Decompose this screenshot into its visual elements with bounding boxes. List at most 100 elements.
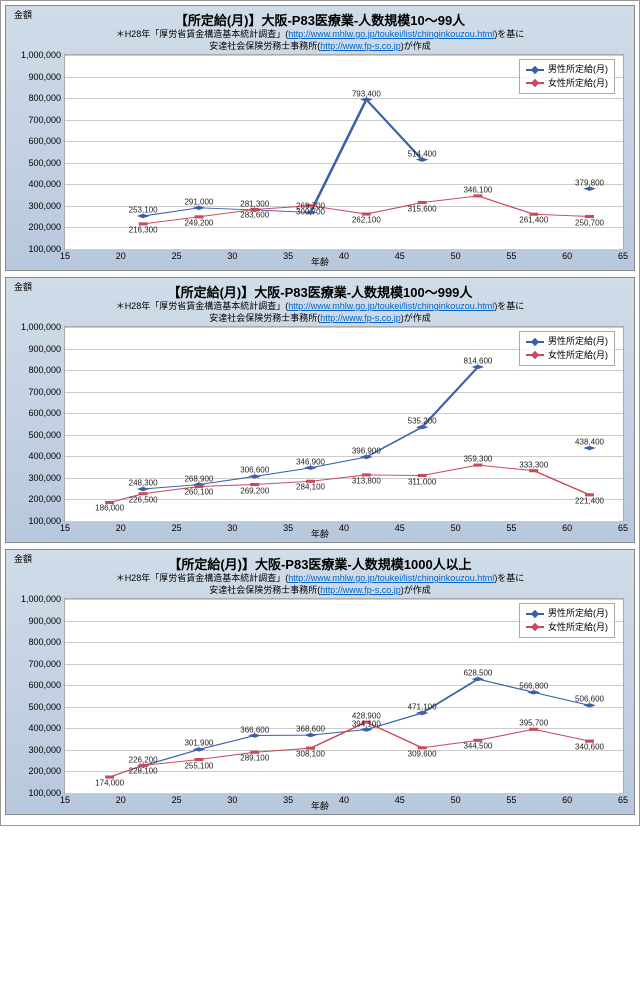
data-label: 186,000 [95, 504, 124, 513]
x-tick: 35 [283, 523, 293, 533]
chart-0: 金額 【所定給(月)】大阪-P83医療業-人数規模10～99人 ＊H28年「厚労… [5, 5, 635, 271]
data-label: 261,400 [519, 216, 548, 225]
y-tick: 200,000 [28, 494, 61, 504]
legend-marker [526, 341, 544, 343]
y-tick: 700,000 [28, 387, 61, 397]
y-tick: 300,000 [28, 745, 61, 755]
x-tick: 45 [395, 523, 405, 533]
y-axis-label: 金額 [14, 552, 32, 565]
y-tick: 400,000 [28, 723, 61, 733]
y-tick: 600,000 [28, 408, 61, 418]
plot-area: 男性所定給(月)女性所定給(月)100,000200,000300,000400… [64, 54, 624, 250]
legend-item: 男性所定給(月) [526, 63, 608, 77]
y-tick: 1,000,000 [21, 322, 61, 332]
data-label: 308,100 [296, 750, 325, 759]
data-label: 428,900 [352, 712, 381, 721]
y-tick: 300,000 [28, 473, 61, 483]
author-link[interactable]: http://www.fp-s.co.jp [320, 313, 401, 323]
data-label: 301,900 [184, 739, 213, 748]
data-label: 248,300 [129, 479, 158, 488]
data-label: 268,900 [184, 474, 213, 483]
legend-marker [526, 82, 544, 84]
plot-area: 男性所定給(月)女性所定給(月)100,000200,000300,000400… [64, 326, 624, 522]
legend-marker [526, 613, 544, 615]
y-tick: 200,000 [28, 766, 61, 776]
x-tick: 40 [339, 523, 349, 533]
y-tick: 400,000 [28, 451, 61, 461]
x-axis-label: 年齢 [311, 799, 329, 812]
chart-note: ＊H28年「厚労省賃金構造基本統計調査」(http://www.mhlw.go.… [6, 301, 634, 324]
legend-label: 男性所定給(月) [548, 607, 608, 621]
x-tick: 35 [283, 795, 293, 805]
y-tick: 100,000 [28, 788, 61, 798]
x-tick: 15 [60, 795, 70, 805]
data-label: 226,500 [129, 495, 158, 504]
data-label: 514,400 [408, 149, 437, 158]
x-tick: 30 [227, 523, 237, 533]
source-link[interactable]: http://www.mhlw.go.jp/toukei/list/chingi… [288, 301, 494, 311]
y-tick: 200,000 [28, 222, 61, 232]
legend: 男性所定給(月)女性所定給(月) [519, 603, 615, 638]
y-tick: 800,000 [28, 365, 61, 375]
x-tick: 65 [618, 523, 628, 533]
x-tick: 65 [618, 251, 628, 261]
x-tick: 25 [172, 251, 182, 261]
x-tick: 30 [227, 795, 237, 805]
data-label: 793,400 [352, 89, 381, 98]
data-label: 313,800 [352, 476, 381, 485]
legend-item: 女性所定給(月) [526, 621, 608, 635]
legend-label: 男性所定給(月) [548, 335, 608, 349]
x-tick: 65 [618, 795, 628, 805]
data-label: 471,100 [408, 703, 437, 712]
chart-title: 【所定給(月)】大阪-P83医療業-人数規模1000人以上 [6, 550, 634, 573]
legend-label: 女性所定給(月) [548, 621, 608, 635]
y-tick: 400,000 [28, 179, 61, 189]
author-link[interactable]: http://www.fp-s.co.jp [320, 585, 401, 595]
data-label: 250,700 [575, 218, 604, 227]
x-tick: 60 [562, 523, 572, 533]
data-label: 814,600 [463, 356, 492, 365]
y-tick: 100,000 [28, 244, 61, 254]
x-tick: 60 [562, 251, 572, 261]
data-label: 395,700 [519, 719, 548, 728]
data-label: 249,200 [184, 218, 213, 227]
data-label: 311,000 [408, 477, 436, 486]
legend-label: 女性所定給(月) [548, 349, 608, 363]
data-label: 283,600 [240, 211, 269, 220]
legend-label: 女性所定給(月) [548, 77, 608, 91]
data-label: 359,300 [463, 455, 492, 464]
y-tick: 500,000 [28, 158, 61, 168]
x-axis-label: 年齢 [311, 255, 329, 268]
y-axis-label: 金額 [14, 8, 32, 21]
chart-title: 【所定給(月)】大阪-P83医療業-人数規模10～99人 [6, 6, 634, 29]
data-label: 346,900 [296, 457, 325, 466]
x-tick: 55 [506, 523, 516, 533]
y-tick: 500,000 [28, 702, 61, 712]
x-tick: 35 [283, 251, 293, 261]
y-tick: 900,000 [28, 72, 61, 82]
legend-item: 女性所定給(月) [526, 349, 608, 363]
x-tick: 45 [395, 795, 405, 805]
y-tick: 900,000 [28, 616, 61, 626]
y-tick: 1,000,000 [21, 50, 61, 60]
legend-item: 男性所定給(月) [526, 335, 608, 349]
legend-item: 女性所定給(月) [526, 77, 608, 91]
x-tick: 50 [451, 795, 461, 805]
data-label: 315,600 [408, 204, 437, 213]
x-axis-label: 年齢 [311, 527, 329, 540]
data-label: 284,100 [296, 483, 325, 492]
x-tick: 20 [116, 251, 126, 261]
source-link[interactable]: http://www.mhlw.go.jp/toukei/list/chingi… [288, 29, 494, 39]
data-label: 216,300 [129, 225, 158, 234]
data-label: 289,100 [240, 754, 269, 763]
source-link[interactable]: http://www.mhlw.go.jp/toukei/list/chingi… [288, 573, 494, 583]
y-tick: 1,000,000 [21, 594, 61, 604]
y-tick: 300,000 [28, 201, 61, 211]
x-tick: 40 [339, 251, 349, 261]
data-label: 368,600 [296, 725, 325, 734]
x-tick: 15 [60, 251, 70, 261]
author-link[interactable]: http://www.fp-s.co.jp [320, 41, 401, 51]
data-label: 269,200 [240, 486, 269, 495]
x-tick: 55 [506, 251, 516, 261]
data-label: 566,800 [519, 682, 548, 691]
